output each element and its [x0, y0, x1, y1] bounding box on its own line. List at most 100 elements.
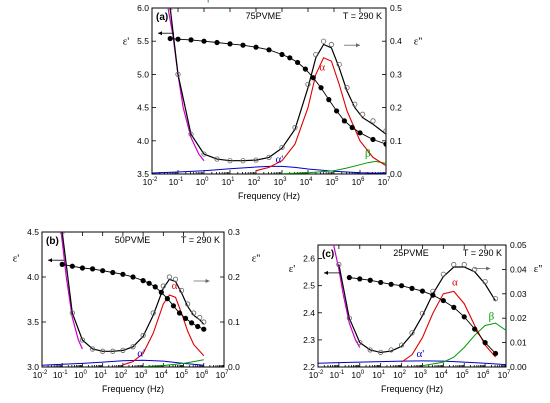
loss-point: [178, 287, 185, 294]
epsilon-prime-point: [59, 261, 65, 267]
y-left-tick-label: 2.3: [303, 335, 315, 345]
y-left-tick-label: 4.5: [137, 103, 149, 113]
alpha-prime-label: α': [276, 153, 284, 165]
x-tick-label: 101: [94, 370, 107, 380]
epsilon-prime-point: [279, 51, 285, 58]
y-left-axis-label: ε': [13, 253, 20, 265]
loss-point: [160, 283, 166, 289]
beta-label: β: [365, 148, 371, 160]
loss-point: [357, 339, 363, 346]
loss-point: [378, 349, 384, 355]
epsilon-prime-point: [170, 303, 177, 309]
loss-point: [100, 348, 106, 354]
x-tick-label: 102: [114, 370, 127, 380]
y-left-tick-label: 4.5: [27, 227, 39, 237]
epsilon-prime-point: [461, 314, 467, 320]
x-axis-label: Frequency (Hz): [102, 384, 164, 394]
alpha-prime-curve: [42, 359, 204, 366]
loss-point: [409, 330, 415, 336]
epsilon-prime-point: [341, 118, 347, 124]
y-left-tick-label: 2.2: [303, 362, 315, 372]
epsilon-prime-point: [287, 55, 293, 61]
sample-label: 25PVME: [393, 248, 429, 258]
y-left-tick-label: 6.0: [137, 3, 149, 13]
alpha-prime-curve: [152, 165, 386, 174]
beta-curve: [281, 160, 386, 174]
plot-frame: [151, 7, 387, 175]
plot-area: [152, 8, 386, 174]
epsilon-prime-point: [310, 75, 316, 81]
epsilon-prime-point: [240, 42, 246, 48]
x-tick-label: 106: [477, 370, 490, 380]
epsilon-prime-point: [334, 108, 340, 114]
right-axis-arrowhead: [205, 279, 210, 283]
loss-point: [89, 346, 96, 352]
y-left-tick-label: 2.5: [303, 281, 315, 291]
epsilon-prime-point: [451, 304, 457, 310]
loss-point: [388, 347, 394, 353]
alpha-curve: [122, 294, 205, 366]
epsilon-prime-point: [158, 289, 164, 295]
y-right-tick-label: 0.04: [510, 264, 527, 274]
x-tick-label: 10-1: [53, 370, 68, 380]
epsilon-prime-point: [146, 280, 152, 286]
epsilon-prime-point: [167, 35, 173, 42]
loss-point: [482, 278, 488, 285]
epsilon-prime-point: [140, 278, 146, 284]
epsilon-prime-point: [100, 268, 106, 274]
epsilon-prime-point: [302, 66, 308, 72]
epsilon-prime-point: [326, 97, 332, 103]
y-right-tick-label: 0.2: [228, 272, 240, 282]
epsilon-prime-point: [295, 59, 301, 66]
loss-fit-curve: [61, 232, 205, 352]
y-right-tick-label: 0.3: [390, 69, 402, 79]
loss-point: [120, 347, 126, 353]
y-right-tick-label: 0.03: [510, 289, 527, 299]
plot-frame: [41, 231, 225, 368]
epsilon-prime-point: [110, 269, 116, 276]
loss-fit-curve: [169, 8, 386, 162]
y-left-tick-label: 4.0: [27, 272, 39, 282]
loss-point: [185, 301, 191, 307]
y-left-tick-label: 5.5: [137, 36, 149, 46]
loss-point: [320, 38, 327, 44]
y-right-tick-label: 0.02: [510, 313, 527, 323]
y-left-tick-label: 4.0: [137, 136, 149, 146]
conductivity-curve: [167, 8, 205, 162]
x-tick-label: 103: [414, 370, 427, 380]
epsilon-prime-point: [388, 281, 394, 287]
y-right-tick-label: 0.2: [390, 103, 402, 113]
conductivity-curve: [60, 232, 83, 350]
y-right-axis-label: ε'': [414, 36, 423, 48]
epsilon-prime-point: [349, 124, 355, 131]
loss-point: [451, 261, 457, 268]
x-tick-label: 10-2: [309, 370, 324, 380]
right-axis-arrowhead: [356, 43, 360, 48]
y-left-tick-label: 3.0: [27, 362, 39, 372]
loss-point: [110, 348, 116, 354]
conductivity-curve: [333, 245, 361, 348]
loss-point: [79, 337, 86, 343]
temperature-label: T = 290 K: [181, 235, 220, 245]
epsilon-prime-fit: [170, 38, 386, 145]
y-right-tick-label: 0.01: [510, 338, 527, 348]
epsilon-prime-point: [195, 323, 201, 330]
epsilon-prime-point: [266, 47, 272, 53]
epsilon-prime-point: [346, 274, 352, 281]
epsilon-prime-point: [79, 265, 86, 271]
epsilon-prime-point: [370, 136, 376, 143]
panel-tag: (c): [322, 249, 334, 260]
epsilon-prime-point: [430, 292, 436, 298]
panel-tag: (a): [156, 12, 168, 23]
panel-0: 10-2 10-1 100 101 102 103 104 105 106 107 3.5 4.0 4.…: [123, 3, 423, 201]
y-left-tick-label: 2.6: [303, 254, 315, 264]
epsilon-prime-point: [318, 85, 324, 91]
loss-point: [472, 266, 478, 272]
x-tick-label: 104: [300, 177, 313, 187]
loss-point: [359, 111, 366, 117]
x-tick-label: 10-1: [329, 370, 344, 380]
left-axis-arrowhead: [158, 31, 162, 36]
loss-point: [214, 156, 220, 162]
epsilon-prime-point: [409, 285, 415, 291]
